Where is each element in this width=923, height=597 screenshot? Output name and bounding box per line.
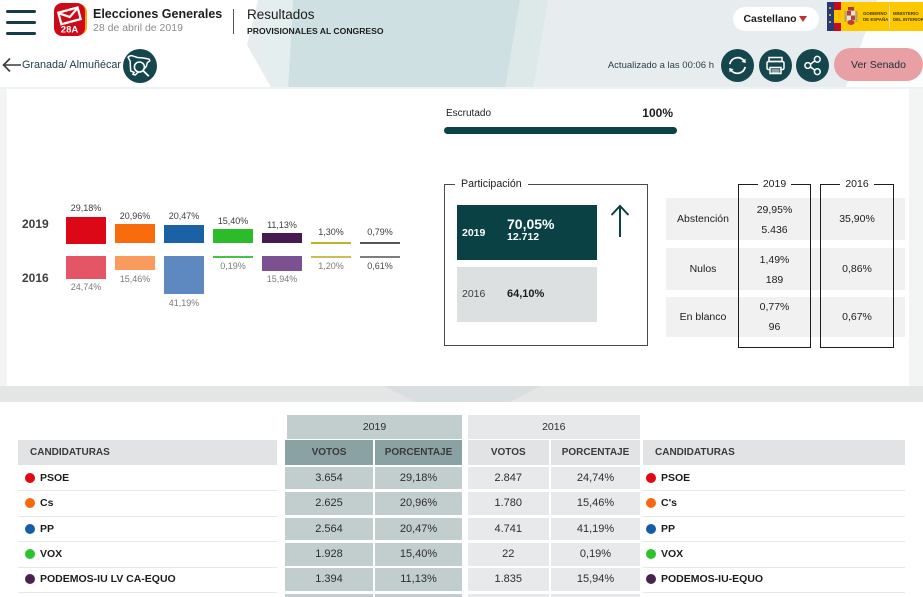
- svg-text:28A: 28A: [61, 25, 79, 36]
